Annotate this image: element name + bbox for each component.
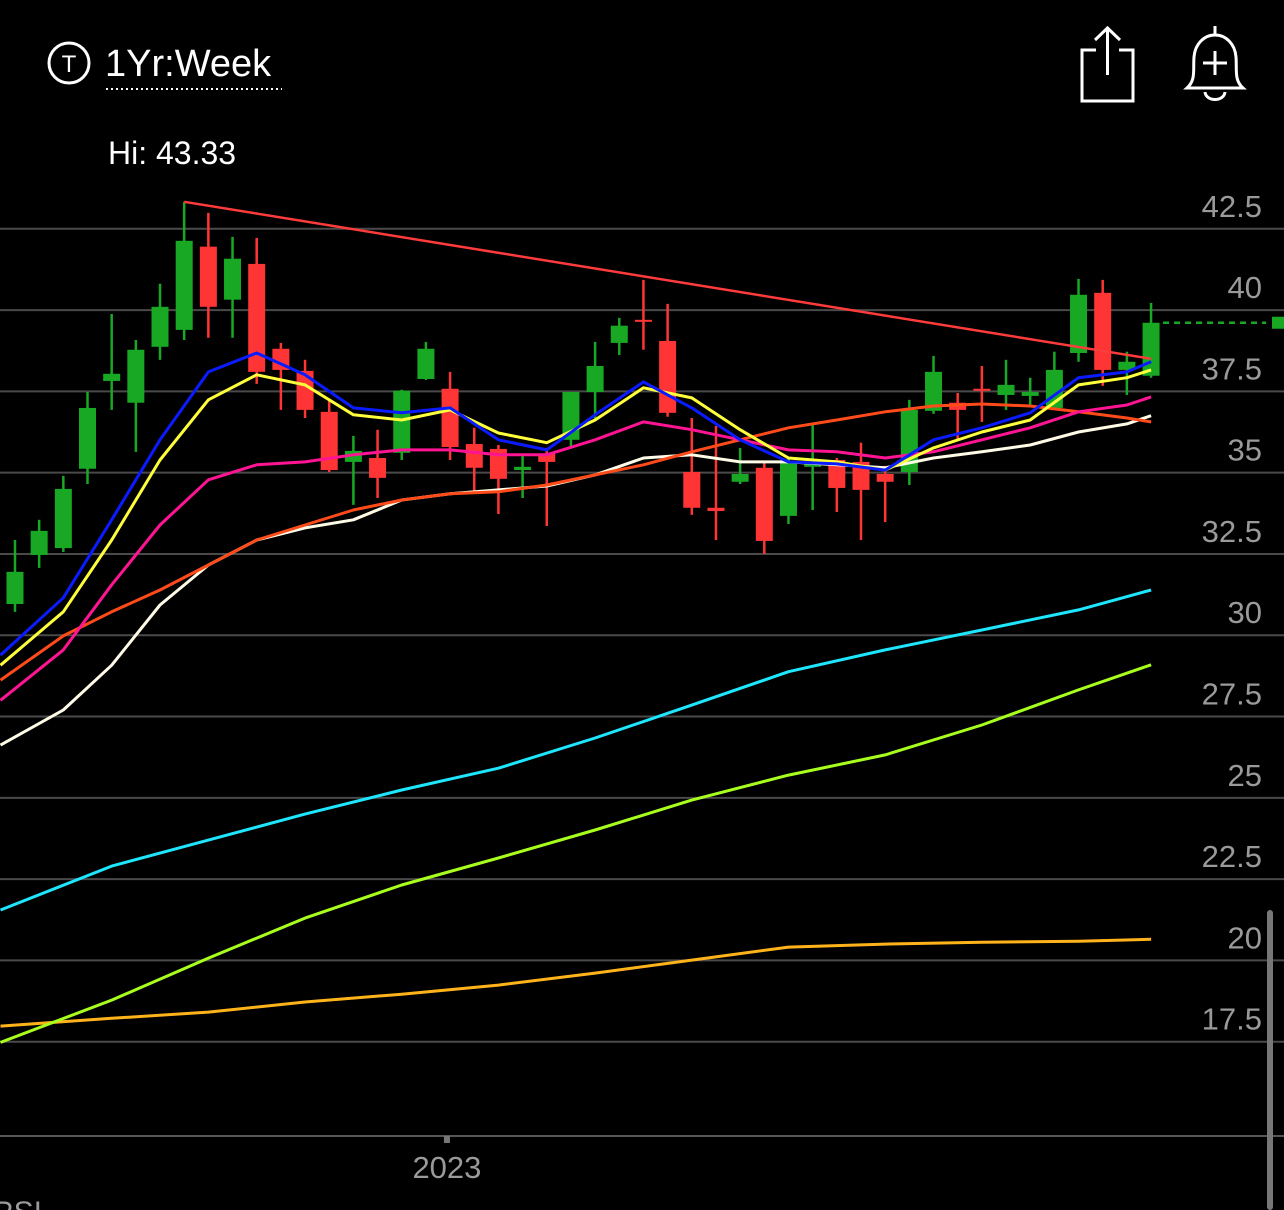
candle-body bbox=[489, 448, 507, 479]
candle-body bbox=[417, 348, 435, 380]
candle-body bbox=[659, 340, 677, 413]
candle-body bbox=[199, 246, 217, 307]
candle-body bbox=[54, 488, 72, 549]
moving-average-line bbox=[0, 351, 1152, 657]
candle-body bbox=[779, 461, 797, 516]
candle-body bbox=[30, 530, 48, 555]
y-tick-label: 25 bbox=[1228, 758, 1262, 793]
candle-body bbox=[175, 240, 193, 330]
y-tick-label: 32.5 bbox=[1202, 514, 1262, 549]
candle-body bbox=[610, 325, 628, 343]
candle-body bbox=[1142, 322, 1160, 376]
last-price-tag bbox=[1272, 316, 1284, 329]
timeframe-icon bbox=[47, 41, 91, 85]
candle-body bbox=[707, 507, 725, 512]
y-tick-label: 42.5 bbox=[1202, 189, 1262, 224]
y-tick-label: 17.5 bbox=[1202, 1002, 1262, 1037]
candle-body bbox=[1021, 392, 1039, 396]
bell-plus bbox=[1203, 51, 1227, 75]
share-button[interactable] bbox=[1080, 25, 1135, 103]
candle-body bbox=[997, 384, 1015, 395]
candle-body bbox=[731, 473, 749, 482]
candle-body bbox=[79, 407, 97, 469]
moving-average-line bbox=[0, 368, 1152, 667]
candle-body bbox=[224, 258, 242, 300]
high-label: Hi: 43.33 bbox=[108, 135, 236, 171]
candle-body bbox=[586, 365, 604, 393]
candle-body bbox=[465, 444, 483, 468]
candle-body bbox=[393, 390, 411, 453]
y-tick-label: 37.5 bbox=[1202, 351, 1262, 386]
candle-body bbox=[538, 453, 556, 462]
x-tick-label: 2023 bbox=[412, 1150, 481, 1185]
candle-body bbox=[634, 319, 652, 322]
candle-body bbox=[1094, 292, 1112, 370]
candle-body bbox=[248, 263, 266, 372]
indicator-label: RSI bbox=[0, 1196, 42, 1210]
candle-body bbox=[441, 388, 459, 447]
candle-body bbox=[369, 458, 387, 478]
share-arrow bbox=[1093, 25, 1122, 75]
y-tick-label: 27.5 bbox=[1202, 677, 1262, 712]
bell bbox=[1183, 26, 1247, 90]
moving-average-line bbox=[0, 395, 1152, 702]
moving-average-line bbox=[0, 937, 1152, 1028]
candle-body bbox=[514, 466, 532, 471]
candle-body bbox=[344, 450, 362, 462]
candle-body bbox=[296, 370, 314, 410]
candle-body bbox=[683, 472, 701, 508]
alert-button[interactable] bbox=[1183, 26, 1247, 101]
moving-average-line bbox=[0, 588, 1152, 912]
y-tick-label: 22.5 bbox=[1202, 839, 1262, 874]
candle-body bbox=[876, 473, 894, 482]
moving-average-line bbox=[0, 663, 1152, 1044]
y-tick-label: 35 bbox=[1228, 433, 1262, 468]
scrollbar[interactable] bbox=[1267, 910, 1273, 1210]
candle-body bbox=[755, 467, 773, 541]
timeframe-button[interactable]: T 1Yr:Week bbox=[47, 41, 282, 90]
candle-body bbox=[103, 373, 121, 381]
moving-average-line bbox=[0, 402, 1152, 682]
candle-body bbox=[320, 411, 338, 471]
candle-body bbox=[1070, 294, 1088, 353]
candle-body bbox=[6, 571, 24, 605]
candle-body bbox=[127, 349, 145, 403]
moving-average-line bbox=[0, 414, 1152, 747]
y-tick-label: 40 bbox=[1228, 270, 1262, 305]
candle-body bbox=[828, 459, 846, 488]
timeframe-label[interactable]: 1Yr:Week bbox=[105, 43, 272, 85]
bell-clapper bbox=[1203, 91, 1227, 101]
trendline bbox=[183, 200, 1152, 361]
candle-body bbox=[925, 371, 943, 411]
y-tick-label: 20 bbox=[1228, 920, 1262, 955]
candle-body bbox=[151, 306, 169, 347]
candle-body bbox=[973, 388, 991, 391]
timeframe-icon-letter: T bbox=[62, 51, 77, 78]
y-tick-label: 30 bbox=[1228, 595, 1262, 630]
candle-body bbox=[1118, 361, 1136, 370]
share-box bbox=[1080, 48, 1135, 103]
